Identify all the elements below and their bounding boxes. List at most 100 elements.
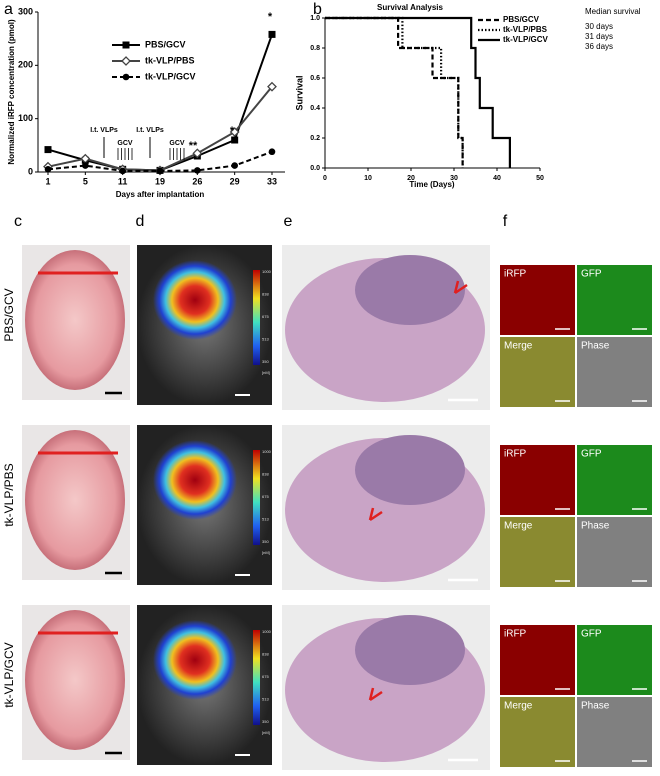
label: Survival Analysis (377, 3, 444, 12)
panel-label: b (313, 1, 322, 18)
label: 838 (262, 652, 269, 657)
label: PBS/GCV (2, 288, 16, 341)
marker (192, 148, 203, 159)
label: ** (189, 140, 198, 152)
channel-image (577, 625, 652, 695)
channel-image (500, 445, 575, 515)
label: 11 (118, 176, 128, 186)
channel-image (500, 265, 575, 335)
marker (82, 162, 89, 169)
label: 10 (364, 175, 372, 182)
label: GFP (581, 269, 602, 280)
label: GCV (169, 140, 185, 147)
label: 675 (262, 314, 269, 319)
channel-image (500, 517, 575, 587)
label: 300 (18, 6, 33, 16)
marker (231, 162, 238, 169)
marker (119, 167, 126, 175)
label: 1 (45, 176, 50, 186)
brain (25, 250, 125, 390)
label: Survival (294, 75, 304, 110)
label: 200 (18, 60, 33, 70)
colorbar (253, 270, 260, 365)
label: 40 (493, 175, 501, 182)
channel-image (500, 337, 575, 407)
tumor (355, 615, 465, 685)
label: Median survival (585, 7, 641, 16)
label: Phase (581, 341, 610, 352)
brain (25, 430, 125, 570)
label: 0.2 (310, 135, 320, 142)
label: 0.6 (310, 75, 320, 82)
label: PBS/GCV (503, 15, 540, 24)
fluor-signal (153, 260, 237, 340)
label: Days after implantation (116, 190, 205, 199)
label: 838 (262, 472, 269, 477)
label: Normalized iRFP concentration (pmol) (7, 19, 16, 165)
label: 350 (262, 719, 269, 724)
label: 1.0 (310, 15, 320, 22)
label: I.t. VLPs (90, 127, 118, 134)
marker (194, 167, 201, 174)
survival-curve (325, 16, 464, 168)
arrow (368, 507, 383, 522)
label: 513 (262, 337, 269, 342)
brain (25, 610, 125, 750)
fluor-signal (153, 440, 237, 520)
label: iRFP (504, 629, 527, 640)
label: * (268, 11, 273, 23)
survival-curve (325, 16, 464, 168)
label: Phase (581, 701, 610, 712)
arrow (368, 687, 383, 702)
label: tk-VLP/GCV (2, 642, 16, 707)
label: f (503, 213, 508, 230)
label: c (14, 213, 22, 230)
marker (122, 73, 130, 81)
label: GFP (581, 449, 602, 460)
label: GFP (581, 629, 602, 640)
label: [nM] (262, 730, 270, 735)
marker (156, 167, 164, 175)
label: 50 (536, 175, 544, 182)
label: 0.0 (310, 165, 320, 172)
label: 33 (267, 176, 277, 186)
label: e (284, 213, 293, 230)
marker (268, 30, 276, 38)
label: 0.4 (310, 105, 320, 112)
channel-image (577, 697, 652, 767)
marker (122, 41, 130, 49)
marker (229, 127, 240, 137)
panel-label: a (4, 1, 13, 18)
label: 513 (262, 697, 269, 702)
label: 36 days (585, 42, 613, 51)
marker (268, 148, 276, 156)
label: Merge (504, 341, 533, 352)
channel-image (500, 625, 575, 695)
label: tk-VLP/PBS (2, 463, 16, 526)
label: 350 (262, 359, 269, 364)
channel-image (577, 517, 652, 587)
label: 5 (83, 176, 88, 186)
channel-image (577, 445, 652, 515)
label: I.t. VLPs (136, 127, 164, 134)
label: tk-VLP/PBS (503, 25, 548, 34)
marker (231, 136, 239, 144)
label: 19 (155, 176, 165, 186)
tumor (355, 255, 465, 325)
label: 1000 (262, 449, 272, 454)
survival-curve (325, 16, 511, 168)
label: 513 (262, 517, 269, 522)
marker (44, 166, 52, 173)
tumor (355, 435, 465, 505)
label: iRFP (504, 269, 527, 280)
channel-image (577, 337, 652, 407)
label: tk-VLP/GCV (503, 35, 549, 44)
label: PBS/GCV (145, 39, 186, 49)
label: 100 (18, 113, 33, 123)
label: 20 (407, 175, 415, 182)
label: 675 (262, 494, 269, 499)
label: 31 days (585, 32, 613, 41)
label: 0.8 (310, 45, 320, 52)
